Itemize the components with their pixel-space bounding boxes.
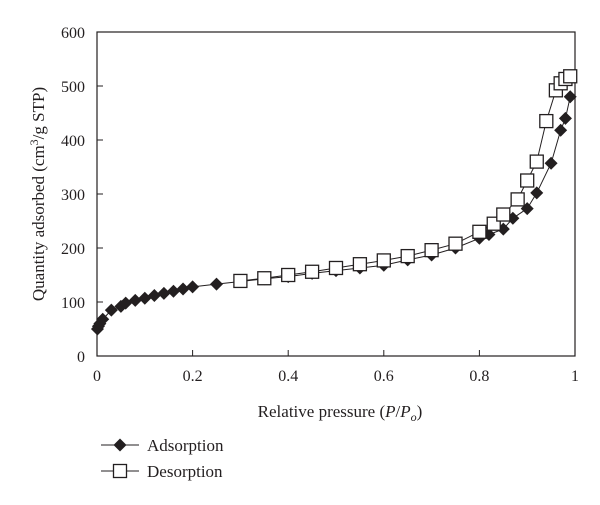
adsorption-point [166, 284, 180, 298]
series-desorption [233, 69, 578, 289]
desorption-point [352, 257, 368, 272]
legend-square-marker [112, 463, 128, 479]
desorption-point [424, 243, 439, 258]
plot-frame [96, 31, 576, 357]
desorption-point [496, 207, 511, 222]
adsorption-point [104, 303, 118, 317]
x-tick-label: 0.4 [278, 368, 298, 385]
x-axis-title: Relative pressure (P/Po) [258, 402, 423, 424]
adsorption-point [147, 289, 161, 303]
y-tick-label: 300 [61, 187, 85, 204]
x-tick-label: 0.6 [374, 368, 394, 385]
y-tick-label: 200 [61, 241, 85, 258]
desorption-point [539, 113, 554, 129]
desorption-point [529, 154, 544, 169]
y-axis-title: Quantity adsorbed (cm3/g STP) [27, 87, 48, 301]
adsorption-point [186, 280, 200, 294]
y-tick-label: 100 [61, 295, 85, 312]
legend-label: Desorption [147, 462, 223, 481]
legend-item-adsorption: Adsorption [101, 436, 224, 455]
desorption-point [448, 236, 463, 251]
legend-item-desorption: Desorption [101, 462, 223, 481]
x-tick-label: 1 [571, 368, 579, 385]
desorption-point [281, 267, 296, 283]
desorption-point [376, 253, 391, 268]
plot-area: 0 100 200 300 400 500 600 0 0.2 0.4 0.6 0.8 1 [61, 25, 579, 385]
adsorption-point [138, 291, 152, 305]
adsorption-point [554, 123, 568, 137]
adsorption-point [176, 282, 190, 296]
desorption-point [233, 273, 248, 289]
adsorption-point [530, 186, 544, 200]
legend-label: Adsorption [147, 436, 224, 455]
adsorption-point [544, 156, 558, 170]
adsorption-point [119, 296, 133, 310]
x-tick-label: 0 [93, 368, 101, 385]
y-tick-label: 0 [77, 349, 85, 366]
desorption-point [304, 264, 320, 279]
y-tick-label: 400 [61, 133, 85, 150]
x-tick-label: 0.2 [183, 368, 203, 385]
desorption-point [520, 173, 535, 188]
adsorption-point [157, 286, 171, 300]
desorption-point [472, 224, 487, 239]
desorption-point [510, 192, 525, 207]
adsorption-point [563, 90, 577, 104]
series-layer [90, 69, 578, 336]
legend: Adsorption Desorption [101, 436, 224, 481]
y-tick-label: 600 [61, 25, 85, 42]
y-tick-label: 500 [61, 79, 85, 96]
desorption-point [563, 69, 578, 84]
desorption-point [400, 248, 415, 264]
desorption-point [328, 260, 344, 276]
axes: 0 100 200 300 400 500 600 0 0.2 0.4 0.6 0.8 1 [61, 25, 579, 385]
x-tick-label: 0.8 [469, 368, 489, 385]
desorption-point [257, 271, 272, 286]
adsorption-point [96, 312, 110, 326]
adsorption-point [210, 277, 223, 291]
adsorption-point [128, 293, 142, 307]
legend-diamond-marker [113, 438, 127, 452]
adsorption-point [558, 111, 572, 125]
